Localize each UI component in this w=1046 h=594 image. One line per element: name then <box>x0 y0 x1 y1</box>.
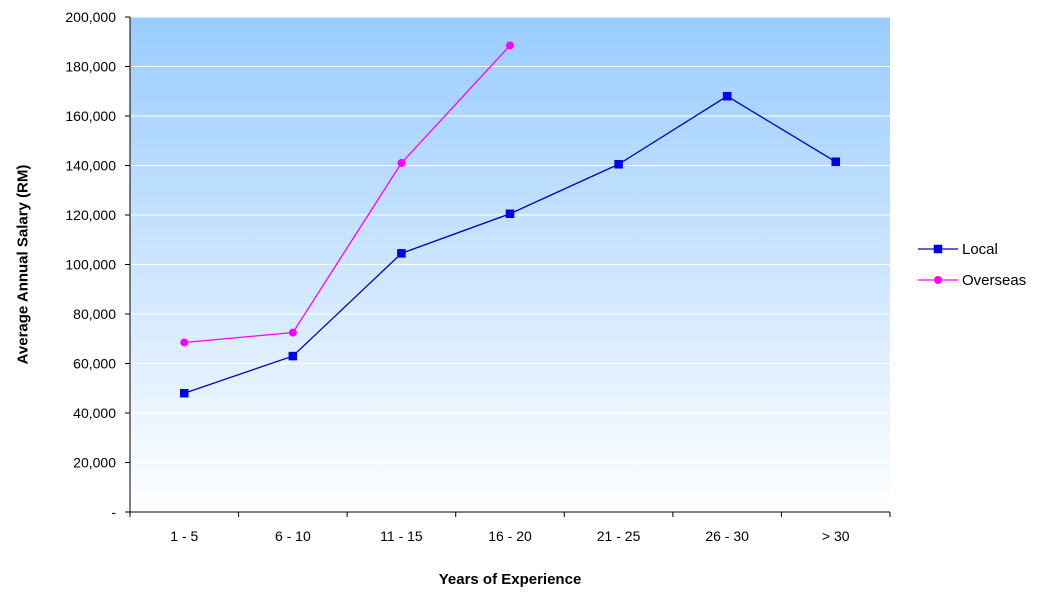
y-axis-title: Average Annual Salary (RM) <box>14 165 31 365</box>
data-point-local <box>505 209 515 219</box>
data-point-overseas <box>506 41 514 50</box>
x-tick-label: 11 - 15 <box>380 528 423 544</box>
y-tick-label: 80,000 <box>73 306 116 322</box>
x-axis: 1 - 5 6 - 10 11 - 15 16 - 20 21 - 25 26 - 30 >… <box>129 511 891 544</box>
series-layer <box>180 41 840 398</box>
data-point-local <box>722 91 732 101</box>
x-tick-label: 16 - 20 <box>488 528 532 544</box>
y-tick-label: 120,000 <box>65 207 116 223</box>
legend: Local Overseas <box>918 241 1026 289</box>
legend-marker-local <box>933 244 943 254</box>
legend-marker-overseas <box>934 276 942 284</box>
y-tick-label: - <box>111 504 116 520</box>
data-point-local <box>397 249 406 258</box>
x-axis-title: Years of Experience <box>439 571 582 588</box>
legend-label-local: Local <box>962 241 998 258</box>
x-tick-label: 21 - 25 <box>597 528 641 544</box>
data-point-overseas <box>180 338 189 347</box>
y-tick-label: 180,000 <box>65 59 116 75</box>
legend-label-overseas: Overseas <box>962 272 1026 289</box>
y-tick-label: 20,000 <box>73 455 116 471</box>
y-tick-label: 140,000 <box>65 158 116 174</box>
y-tick-label: 40,000 <box>73 405 116 421</box>
x-tick-label: 6 - 10 <box>275 528 311 544</box>
series-local <box>180 91 840 398</box>
y-tick-label: 100,000 <box>65 257 116 273</box>
x-tick-label: 26 - 30 <box>705 528 749 544</box>
y-axis: - 20,000 40,000 60,000 80,000 100,000 120,000 1… <box>65 9 131 520</box>
data-point-local <box>614 160 623 169</box>
y-tick-label: 160,000 <box>65 108 116 124</box>
x-tick-label: 1 - 5 <box>170 528 198 544</box>
series-overseas <box>180 41 514 347</box>
y-tick-label: 60,000 <box>73 356 116 372</box>
data-point-overseas <box>397 159 406 168</box>
legend-item-overseas: Overseas <box>918 272 1026 289</box>
data-point-local <box>288 351 298 361</box>
series-line-overseas <box>184 45 511 344</box>
data-point-local <box>831 157 840 167</box>
y-tick-label: 200,000 <box>65 9 116 25</box>
legend-item-local: Local <box>918 241 998 258</box>
data-point-overseas <box>288 328 297 337</box>
x-tick-label: > 30 <box>822 528 850 544</box>
data-point-local <box>180 388 189 398</box>
